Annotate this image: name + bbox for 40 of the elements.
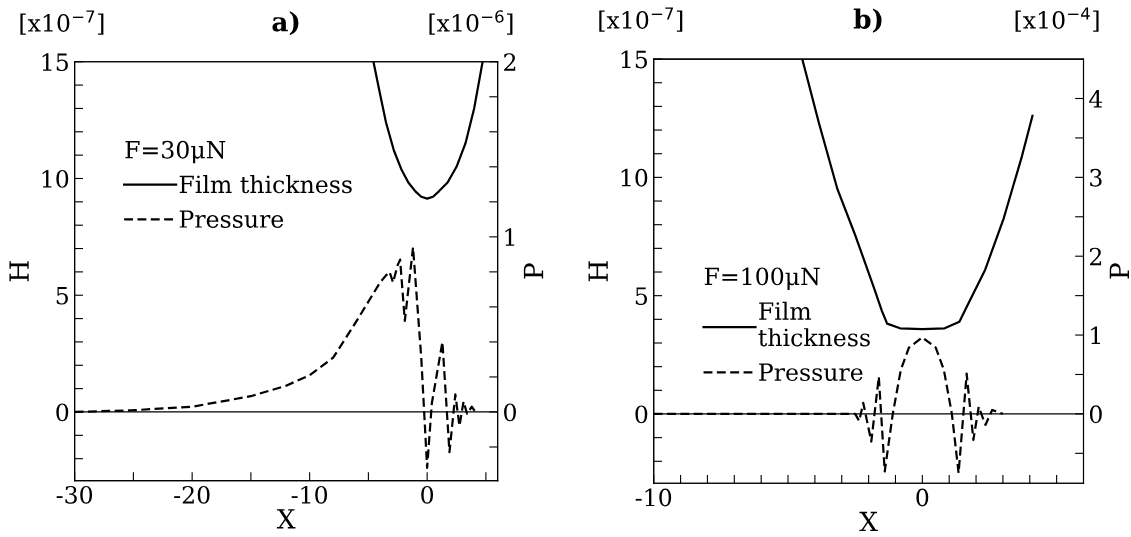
- x-tick-label: 0: [916, 488, 929, 507]
- y2-tick-label: 0: [504, 403, 516, 422]
- x-axis-title: X: [276, 509, 296, 529]
- x-tick-label: -30: [56, 485, 93, 504]
- text: [x10$^{−7}$]: [20, 10, 104, 35]
- y2-tick-label: 1: [1091, 326, 1101, 345]
- legend-title: F=100μN: [704, 267, 820, 290]
- y-tick-label: 10: [621, 168, 648, 187]
- text: [x10$^{−6}$]: [429, 10, 513, 35]
- x-tick-label: -10: [291, 485, 328, 504]
- y-tick-label: 10: [42, 169, 69, 188]
- y2-tick-label: 1: [505, 228, 515, 246]
- legend-label: Pressure: [759, 363, 863, 382]
- y2-axis-title: P: [1109, 263, 1129, 279]
- y-tick-label: 5: [56, 286, 68, 305]
- y2-tick-label: 3: [1090, 168, 1102, 187]
- x-tick-label: 0: [421, 485, 434, 504]
- y-axis-title: H: [588, 261, 608, 282]
- y-tick-label: 0: [635, 405, 648, 424]
- y2-tick-label: 0: [1089, 405, 1102, 424]
- y2-axis-title: P: [523, 263, 544, 279]
- legend-label: Pressure: [179, 210, 284, 228]
- x-tick-label: -10: [635, 488, 672, 507]
- y-tick-label: 0: [56, 403, 69, 422]
- y2-tick-label: 2: [504, 53, 516, 71]
- text: [x10$^{−7}$]: [599, 7, 683, 32]
- chart-title: a): [272, 11, 299, 36]
- y2-tick-label: 4: [1089, 89, 1103, 108]
- x-axis-title: X: [859, 511, 878, 532]
- y-axis-title: H: [9, 261, 29, 282]
- y-tick-label: 15: [42, 53, 68, 72]
- chart-title: b): [853, 8, 882, 33]
- x-tick-label: -20: [174, 485, 210, 504]
- legend-label: Film thickness: [179, 175, 352, 194]
- legend-label: Film thickness: [758, 301, 870, 347]
- y2-tick-label: 2: [1089, 247, 1102, 266]
- text: [x10$^{−4}$]: [1015, 7, 1099, 32]
- legend-title: F=30μN: [125, 140, 226, 164]
- y-tick-label: 15: [621, 50, 648, 69]
- y-tick-label: 5: [635, 287, 648, 305]
